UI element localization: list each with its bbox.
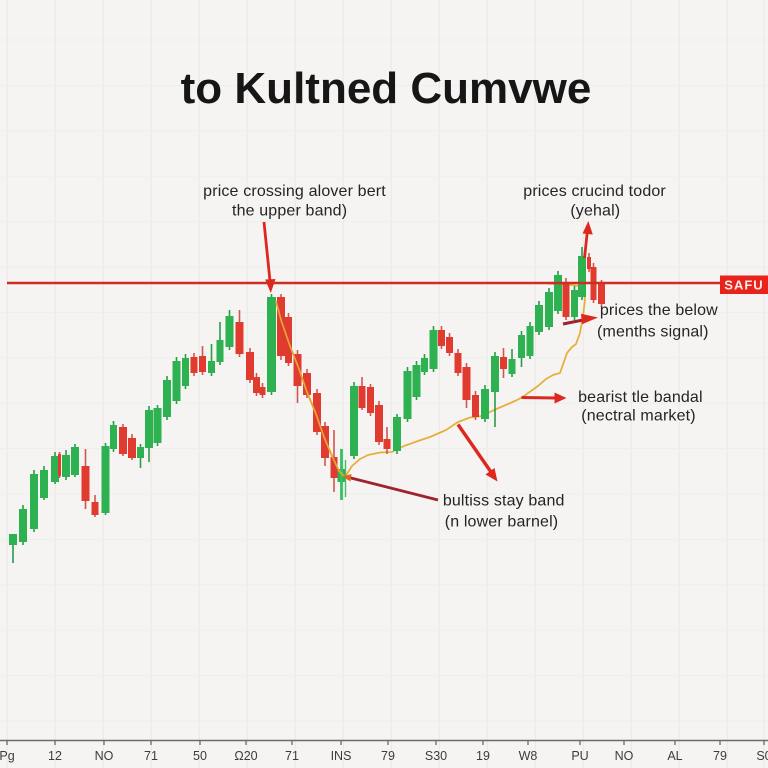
svg-text:(yehal): (yehal) (570, 203, 620, 220)
svg-text:NO: NO (615, 749, 634, 763)
svg-text:Pg: Pg (0, 749, 15, 763)
svg-text:SAFU: SAFU (724, 278, 763, 293)
svg-text:AL: AL (667, 749, 682, 763)
svg-text:79: 79 (713, 749, 727, 763)
svg-text:(n lower barnel): (n lower barnel) (445, 514, 559, 531)
svg-text:prices crucind todor: prices crucind todor (523, 183, 666, 200)
svg-text:71: 71 (144, 749, 158, 763)
svg-text:to Kultned Cumvwe: to Kultned Cumvwe (181, 64, 592, 113)
svg-text:50: 50 (193, 749, 207, 763)
svg-text:prices the below: prices the below (600, 302, 718, 319)
svg-text:price crossing alover bert: price crossing alover bert (203, 183, 386, 200)
svg-text:the upper band): the upper band) (232, 203, 347, 220)
svg-text:(menths signal): (menths signal) (597, 324, 709, 341)
svg-text:79: 79 (381, 749, 395, 763)
svg-text:NO: NO (95, 749, 114, 763)
svg-text:PU: PU (571, 749, 588, 763)
svg-text:19: 19 (476, 749, 490, 763)
svg-text:12: 12 (48, 749, 62, 763)
svg-text:S0: S0 (756, 749, 768, 763)
svg-text:(nectral market): (nectral market) (581, 408, 695, 425)
svg-text:S30: S30 (425, 749, 447, 763)
svg-text:71: 71 (285, 749, 299, 763)
svg-text:bearist tle bandal: bearist tle bandal (578, 389, 703, 406)
svg-text:bultiss stay band: bultiss stay band (443, 493, 565, 510)
svg-text:W8: W8 (519, 749, 538, 763)
svg-text:Ω20: Ω20 (234, 749, 257, 763)
svg-text:INS: INS (331, 749, 352, 763)
